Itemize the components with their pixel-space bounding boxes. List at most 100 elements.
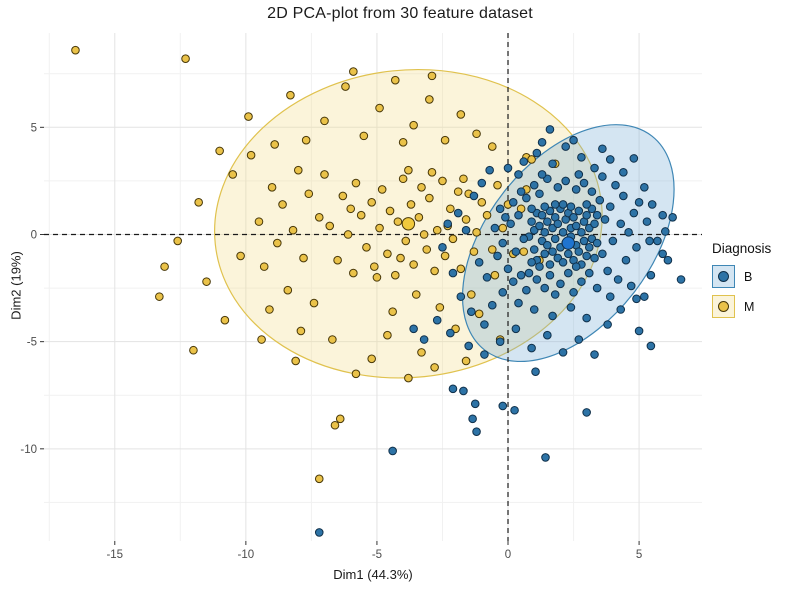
data-point-B: [624, 228, 633, 237]
data-point-M: [299, 253, 308, 263]
data-point-M: [71, 45, 80, 55]
data-point-B: [543, 330, 552, 340]
data-point-M: [270, 140, 279, 149]
data-point-B: [598, 144, 607, 154]
data-point-B: [508, 198, 518, 207]
data-point-B: [522, 285, 531, 295]
data-point-B: [514, 298, 523, 308]
data-point-B: [587, 187, 597, 196]
data-point-B: [537, 170, 547, 179]
data-point-M: [189, 345, 198, 355]
data-point-M: [267, 183, 277, 192]
data-point-M: [453, 187, 463, 196]
data-point-M: [236, 251, 245, 261]
data-point-M: [293, 165, 303, 175]
x-tick-label: 0: [505, 549, 511, 561]
data-point-M: [411, 290, 421, 299]
data-point-B: [632, 294, 641, 304]
data-point-M: [404, 165, 413, 175]
centroid-M: [401, 217, 416, 231]
data-point-B: [619, 191, 628, 201]
data-point-B: [608, 236, 618, 246]
data-point-B: [545, 260, 555, 269]
data-point-B: [663, 255, 673, 265]
data-point-M: [273, 238, 282, 248]
data-point-B: [564, 249, 573, 259]
data-point-B: [556, 279, 565, 289]
x-axis-title: Dim1 (44.3%): [333, 567, 413, 582]
data-point-M: [286, 90, 295, 100]
data-point-B: [569, 288, 578, 297]
data-point-M: [343, 230, 353, 239]
data-point-M: [356, 210, 366, 220]
data-point-M: [467, 290, 476, 299]
data-point-B: [577, 277, 586, 286]
data-point-B: [590, 219, 599, 229]
data-point-B: [548, 247, 557, 256]
data-point-M: [155, 292, 164, 301]
data-point-B: [579, 178, 589, 188]
data-point-B: [632, 243, 641, 252]
data-point-B: [448, 268, 458, 278]
legend-label-B: B: [744, 269, 753, 284]
y-tick-label: -10: [20, 444, 37, 456]
data-point-B: [498, 238, 508, 248]
data-point-B: [584, 243, 594, 252]
data-point-B: [605, 155, 615, 164]
data-point-B: [516, 270, 526, 280]
data-point-M: [283, 285, 293, 295]
data-point-B: [558, 228, 568, 237]
data-point-M: [351, 369, 361, 379]
data-point-M: [472, 228, 481, 237]
data-point-M: [254, 217, 264, 226]
data-point-B: [582, 210, 591, 220]
legend-item-M: M: [712, 295, 771, 318]
data-point-M: [351, 178, 361, 188]
data-point-B: [467, 307, 476, 316]
data-point-M: [498, 223, 508, 233]
data-point-B: [621, 255, 631, 265]
data-point-M: [430, 363, 439, 372]
data-point-M: [383, 330, 392, 340]
data-point-M: [422, 245, 432, 254]
data-point-B: [474, 258, 484, 267]
data-point-M: [388, 307, 397, 316]
data-point-M: [427, 71, 437, 81]
data-point-M: [390, 270, 400, 280]
data-point-M: [425, 95, 434, 104]
data-point-M: [349, 67, 358, 76]
centroid-B: [561, 236, 576, 250]
data-point-M: [398, 138, 408, 147]
data-point-B: [645, 236, 654, 246]
data-point-B: [605, 202, 615, 211]
data-point-M: [314, 213, 324, 222]
data-point-B: [592, 283, 602, 293]
data-point-M: [335, 414, 345, 424]
data-point-B: [574, 247, 584, 256]
data-point-B: [653, 236, 662, 246]
data-point-B: [446, 328, 455, 338]
data-point-B: [540, 202, 550, 211]
data-point-M: [320, 116, 329, 126]
data-point-B: [527, 204, 536, 214]
data-point-B: [514, 170, 523, 179]
data-point-B: [532, 148, 542, 158]
data-point-B: [495, 337, 505, 346]
data-point-M: [527, 155, 536, 164]
data-point-B: [569, 135, 578, 145]
data-point-B: [501, 213, 510, 222]
data-point-M: [461, 356, 471, 366]
data-point-B: [529, 305, 539, 314]
legend-key-B: [712, 265, 735, 288]
data-point-B: [453, 208, 463, 218]
y-tick-label: 0: [31, 229, 37, 241]
data-point-M: [220, 315, 230, 325]
data-point-M: [320, 170, 329, 179]
data-point-B: [548, 159, 557, 169]
x-tick-label: -10: [238, 549, 255, 561]
y-axis-title: Dim2 (19%): [8, 251, 24, 320]
data-point-B: [582, 313, 591, 323]
data-point-B: [529, 245, 539, 254]
